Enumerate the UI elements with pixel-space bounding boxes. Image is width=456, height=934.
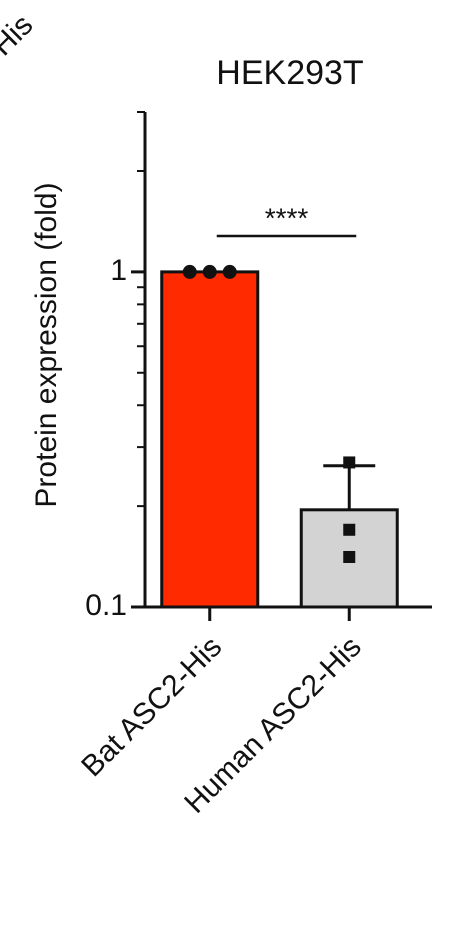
y-axis-label: Protein expression (fold) [30, 182, 63, 507]
y-tick-label: 1 [110, 254, 127, 287]
significance-label: **** [265, 202, 309, 233]
corner-text: -His [0, 8, 39, 69]
data-point [343, 550, 356, 563]
data-point [343, 523, 356, 536]
data-point [202, 264, 217, 279]
data-point [182, 264, 197, 279]
data-point [222, 264, 237, 279]
chart-title: HEK293T [216, 54, 363, 92]
x-tick-label: Bat ASC2-His [75, 630, 228, 783]
y-tick-label: 0.1 [85, 589, 127, 622]
data-point [343, 456, 356, 469]
bar [160, 270, 260, 609]
